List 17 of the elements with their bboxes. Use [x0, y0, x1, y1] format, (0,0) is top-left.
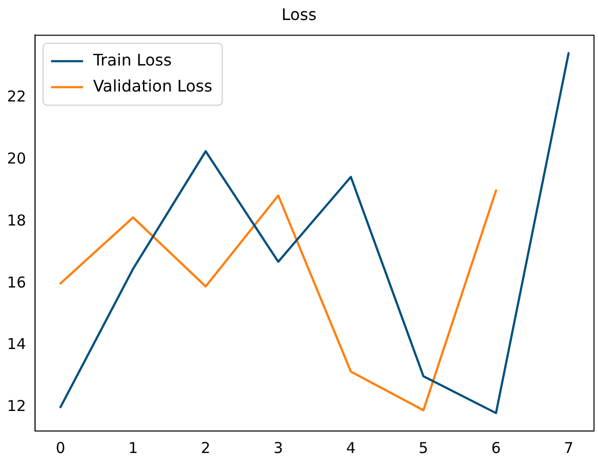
x-tick-label: 1: [128, 438, 138, 457]
x-tick-label: 7: [564, 438, 574, 457]
x-tick-label: 2: [200, 438, 210, 457]
x-tick-label: 3: [273, 438, 284, 457]
x-tick-label: 0: [56, 438, 66, 457]
legend-label: Validation Loss: [93, 76, 212, 96]
y-tick-label: 22: [6, 88, 26, 106]
y-tick-label: 16: [6, 273, 26, 292]
legend-label: Train Loss: [92, 50, 172, 70]
y-tick-label: 12: [6, 397, 26, 416]
x-tick-label: 4: [346, 438, 356, 457]
y-tick-label: 18: [6, 211, 26, 230]
x-tick-label: 5: [418, 438, 428, 457]
x-tick-label: 6: [491, 438, 501, 457]
y-tick-label: 20: [6, 149, 26, 168]
y-tick-label: 14: [6, 335, 26, 354]
chart-title: Loss: [281, 4, 317, 24]
